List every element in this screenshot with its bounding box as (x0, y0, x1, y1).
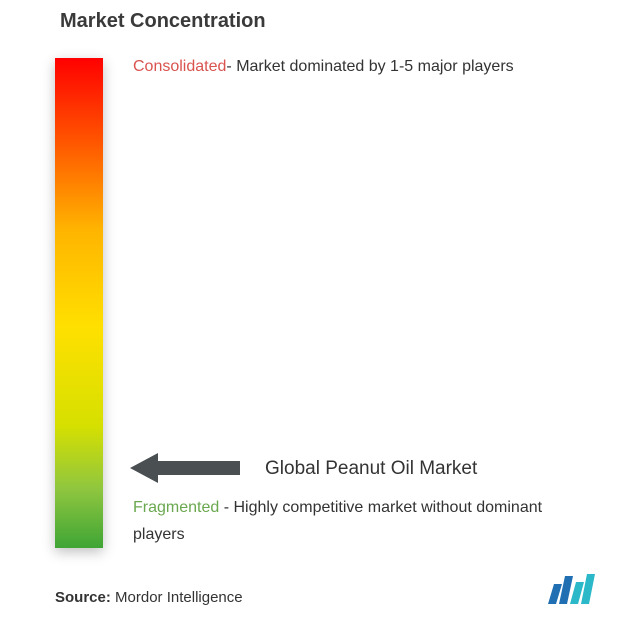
gradient-bar (55, 58, 103, 548)
arrow-left-icon (130, 453, 240, 483)
concentration-scale: Consolidated- Market dominated by 1-5 ma… (55, 58, 608, 558)
fragmented-label-row: Fragmented - Highly competitive market w… (133, 494, 588, 548)
fragmented-sep: - (219, 499, 233, 516)
fragmented-term: Fragmented (133, 499, 219, 516)
mordor-logo (548, 574, 596, 609)
position-arrow (130, 453, 240, 488)
source-row: Source: Mordor Intelligence (55, 589, 243, 606)
consolidated-term: Consolidated (133, 58, 226, 75)
logo-icon (548, 574, 596, 604)
market-name-label: Global Peanut Oil Market (265, 458, 477, 480)
source-label: Source: (55, 589, 111, 606)
consolidated-desc: - (226, 58, 236, 75)
consolidated-label-row: Consolidated- Market dominated by 1-5 ma… (133, 56, 608, 78)
source-value: Mordor Intelligence (115, 589, 243, 606)
chart-title: Market Concentration (60, 10, 608, 33)
consolidated-desc-text: Market dominated by 1-5 major players (236, 58, 513, 75)
